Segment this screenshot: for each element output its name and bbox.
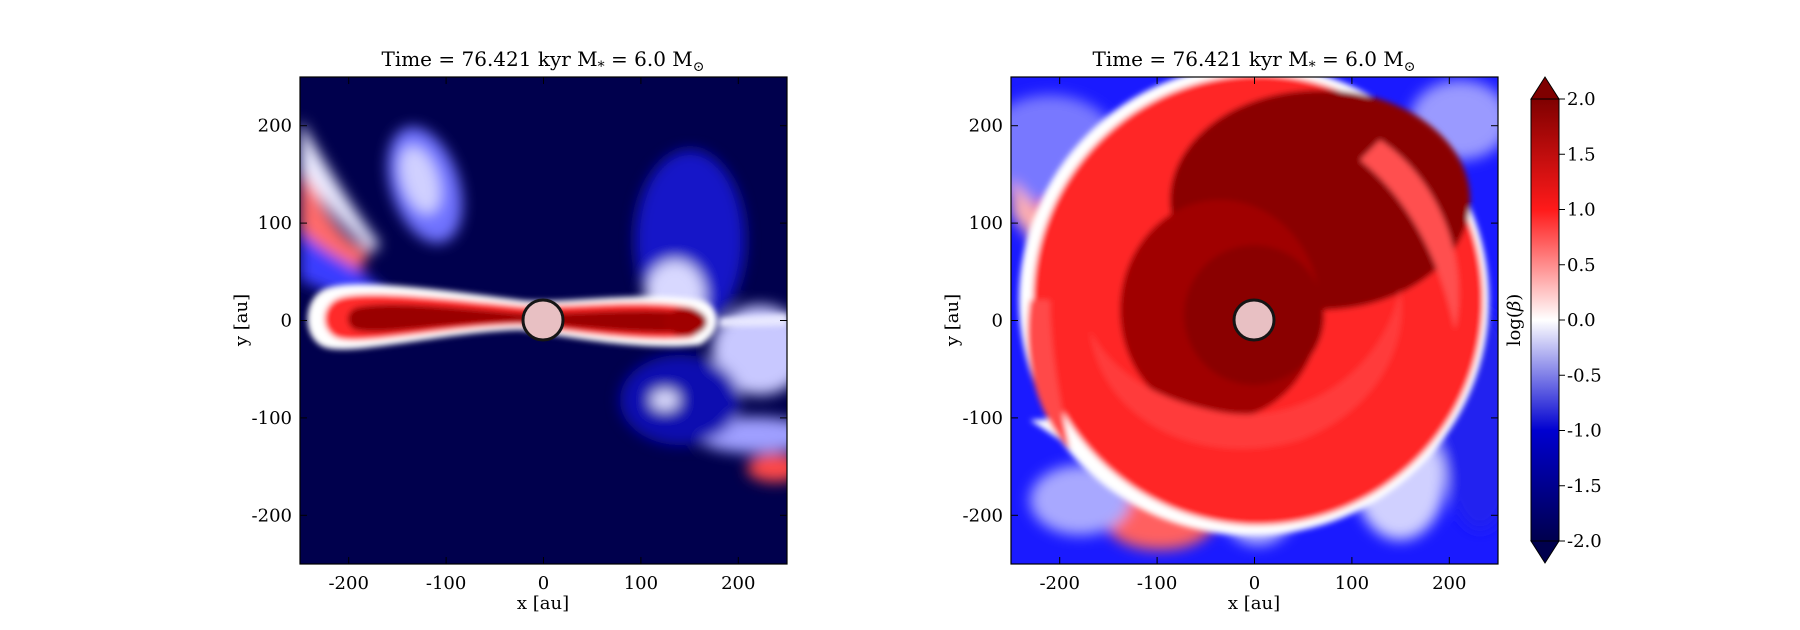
x-tick-label: 200 — [721, 573, 755, 594]
right-x-axis-label: x [au] — [1228, 593, 1280, 614]
y-tick-label: 0 — [281, 311, 292, 332]
y-tick-label: 200 — [258, 116, 292, 137]
x-tick-label: 200 — [1432, 573, 1466, 594]
right-sink-marker — [1232, 298, 1276, 342]
right-plot-title: Time = 76.421 kyr M* = 6.0 M⊙ — [1092, 47, 1415, 75]
y-tick-label: -200 — [252, 505, 292, 526]
x-tick-label: 0 — [1249, 573, 1260, 594]
left-y-axis-label: y [au] — [231, 294, 252, 347]
left-sink-marker — [521, 298, 565, 342]
colorbar-tick-label: 1.5 — [1567, 144, 1596, 165]
colorbar-extend-max — [1530, 76, 1560, 100]
y-tick-label: 100 — [258, 213, 292, 234]
colorbar: 2.0 1.5 1.0 0.5 0.0 -0.5 -1.0 -1.5 -2.0 log(β) — [1504, 76, 1602, 564]
left-plot-title: Time = 76.421 kyr M* = 6.0 M⊙ — [381, 47, 704, 75]
left-axes-ticks: -200 -100 0 100 200 -200 -100 0 100 200 — [252, 77, 787, 594]
colorbar-extend-min — [1530, 540, 1560, 564]
colorbar-tick-label: 1.0 — [1567, 200, 1596, 221]
x-tick-label: -200 — [328, 573, 368, 594]
colorbar-tick-label: -0.5 — [1567, 365, 1602, 386]
right-panel: Time = 76.421 kyr M* = 6.0 M⊙ — [942, 47, 1499, 614]
x-tick-label: -200 — [1039, 573, 1079, 594]
y-tick-label: 100 — [969, 213, 1003, 234]
x-tick-label: -100 — [1137, 573, 1177, 594]
colorbar-tick-label: -1.0 — [1567, 421, 1602, 442]
colorbar-ticks: 2.0 1.5 1.0 0.5 0.0 -0.5 -1.0 -1.5 -2.0 — [1559, 89, 1602, 552]
x-tick-label: 100 — [624, 573, 658, 594]
y-tick-label: 0 — [992, 311, 1003, 332]
y-tick-label: -200 — [963, 505, 1003, 526]
y-tick-label: -100 — [252, 408, 292, 429]
right-y-axis-label: y [au] — [942, 294, 963, 347]
colorbar-tick-label: -2.0 — [1567, 531, 1602, 552]
colorbar-tick-label: -1.5 — [1567, 476, 1602, 497]
x-tick-label: -100 — [426, 573, 466, 594]
left-panel: Time = 76.421 kyr M* = 6.0 M⊙ — [231, 47, 788, 614]
colorbar-body — [1530, 98, 1560, 542]
right-axes-ticks: -200 -100 0 100 200 -200 -100 0 100 200 — [963, 77, 1498, 594]
left-heatmap — [300, 77, 787, 564]
left-x-axis-label: x [au] — [517, 593, 569, 614]
x-tick-label: 100 — [1335, 573, 1369, 594]
y-tick-label: -100 — [963, 408, 1003, 429]
x-tick-label: 0 — [538, 573, 549, 594]
colorbar-label: log(β) — [1504, 294, 1525, 347]
colorbar-tick-label: 0.5 — [1567, 255, 1596, 276]
colorbar-tick-label: 0.0 — [1567, 310, 1596, 331]
y-tick-label: 200 — [969, 116, 1003, 137]
colorbar-tick-label: 2.0 — [1567, 89, 1596, 110]
